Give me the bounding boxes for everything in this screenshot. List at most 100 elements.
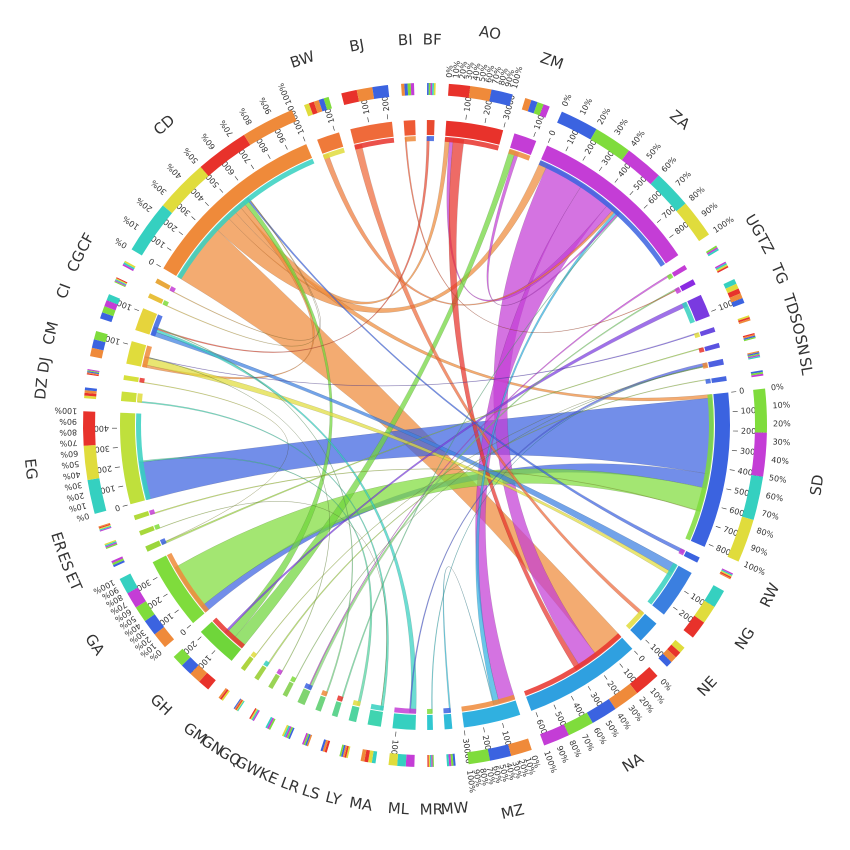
arc-DZ[interactable]	[120, 391, 137, 403]
tick-GA-20000	[163, 593, 168, 597]
share-bar-CI-3	[106, 294, 121, 305]
arc-TG[interactable]	[687, 294, 710, 322]
arc-MR[interactable]	[427, 714, 433, 730]
pct-label-MZ-9: 90%	[472, 769, 484, 788]
label-ZA: ZA	[666, 106, 694, 133]
tick-CD-30000	[191, 216, 196, 221]
arc-GA[interactable]	[152, 555, 205, 624]
arc-AO[interactable]	[445, 120, 504, 145]
label-SN: SN	[791, 333, 813, 357]
arc-SD[interactable]	[690, 392, 730, 547]
arc-NA[interactable]	[526, 637, 633, 711]
arc-CD[interactable]	[163, 144, 313, 277]
arc-MA[interactable]	[367, 709, 383, 727]
tick-MZ-30000	[464, 730, 466, 736]
flow-GN-SL	[266, 378, 710, 667]
arc-NE[interactable]	[630, 613, 657, 641]
label-SL: SL	[796, 356, 817, 377]
label-CI: CI	[52, 281, 74, 301]
share-bar-MR-1	[431, 754, 433, 767]
arc-SN[interactable]	[708, 358, 724, 368]
pct-label-CD-9: 90%	[257, 95, 273, 115]
arc-ER[interactable]	[133, 511, 150, 521]
pct-label-SD-1: 10%	[772, 400, 791, 410]
share-bar-SL-2	[751, 373, 764, 378]
arc-ML[interactable]	[392, 713, 416, 730]
arc-inner-CF	[169, 286, 176, 293]
tick-GH-20000	[197, 636, 202, 641]
share-bar-GN-0	[237, 700, 245, 712]
share-bar-NE-0	[671, 639, 685, 653]
share-bar-MA-1	[367, 750, 374, 763]
arc-BI[interactable]	[403, 120, 416, 136]
arc-CG[interactable]	[147, 293, 164, 304]
arc-GM[interactable]	[240, 656, 254, 672]
arc-KE[interactable]	[297, 688, 311, 706]
arc-GH[interactable]	[200, 621, 242, 661]
share-bar-SN-4	[748, 355, 761, 360]
share-bar-LY-2	[342, 745, 348, 758]
arc-LS[interactable]	[331, 701, 342, 718]
share-bar-MZ-2	[467, 748, 491, 765]
label-NG: NG	[731, 624, 759, 653]
arc-GN[interactable]	[254, 665, 267, 681]
share-bar-NA-4	[540, 724, 569, 746]
share-bar-GQ-3	[249, 708, 257, 720]
arc-EG[interactable]	[120, 412, 145, 505]
arc-BF[interactable]	[426, 120, 435, 136]
arc-inner-SL	[705, 378, 711, 384]
share-bar-ER-0	[99, 526, 112, 532]
tick-CD-70000	[250, 164, 255, 170]
tick-ZA-70000	[656, 219, 662, 223]
share-bar-CF-2	[124, 260, 136, 269]
arc-CM[interactable]	[126, 341, 147, 367]
share-bar-LR-2	[303, 733, 310, 746]
pct-label-AO-5: 50%	[478, 63, 490, 82]
share-bar-BF-4	[433, 83, 436, 96]
arc-GQ[interactable]	[268, 673, 280, 690]
share-bar-DJ-0	[86, 373, 99, 377]
arc-DJ[interactable]	[123, 375, 139, 383]
share-bar-SD-1	[751, 432, 767, 477]
arc-MW[interactable]	[443, 713, 453, 730]
arc-MZ[interactable]	[462, 700, 521, 728]
arc-CF[interactable]	[155, 278, 171, 290]
tick-label-CD-0: 0	[147, 256, 156, 266]
arc-LY[interactable]	[348, 705, 360, 723]
arc-CI[interactable]	[135, 308, 158, 335]
arc-inner-MZ	[461, 694, 516, 712]
pct-label-CD-5: 50%	[181, 146, 200, 166]
share-bar-TD-2	[738, 318, 751, 325]
arc-BW[interactable]	[317, 132, 344, 154]
share-bar-BJ-1	[356, 87, 375, 102]
arc-RW[interactable]	[683, 550, 700, 563]
share-bar-GN-2	[235, 699, 243, 711]
arc-LR[interactable]	[315, 695, 326, 712]
arc-ZA[interactable]	[541, 145, 679, 264]
label-CM: CM	[39, 320, 62, 347]
tick-SD-60000	[721, 507, 727, 510]
arc-NG[interactable]	[652, 565, 692, 615]
share-bar-LR-3	[302, 732, 308, 745]
arc-TZ[interactable]	[679, 279, 696, 292]
pct-label-AO-2: 20%	[458, 60, 469, 79]
arc-BJ[interactable]	[350, 121, 394, 144]
arc-ZM[interactable]	[510, 133, 537, 155]
pct-label-EG-6: 60%	[60, 449, 79, 459]
share-bar-TD-1	[738, 316, 751, 323]
label-GH: GH	[147, 690, 176, 719]
share-bar-TZ-2	[716, 264, 728, 272]
arc-GW[interactable]	[282, 681, 294, 697]
arc-ES[interactable]	[139, 525, 155, 536]
arc-inner-ES	[154, 523, 161, 530]
arc-inner-MA	[370, 703, 384, 711]
arc-ET[interactable]	[145, 540, 162, 552]
arc-UG[interactable]	[671, 264, 688, 277]
share-bar-GQ-1	[251, 709, 259, 721]
arc-SL[interactable]	[711, 376, 727, 384]
label-BW: BW	[288, 47, 317, 72]
arc-TD[interactable]	[699, 327, 716, 337]
arc-SO[interactable]	[704, 342, 721, 352]
tick-TG-10000	[711, 309, 717, 312]
pct-label-ZA-6: 60%	[660, 155, 679, 174]
